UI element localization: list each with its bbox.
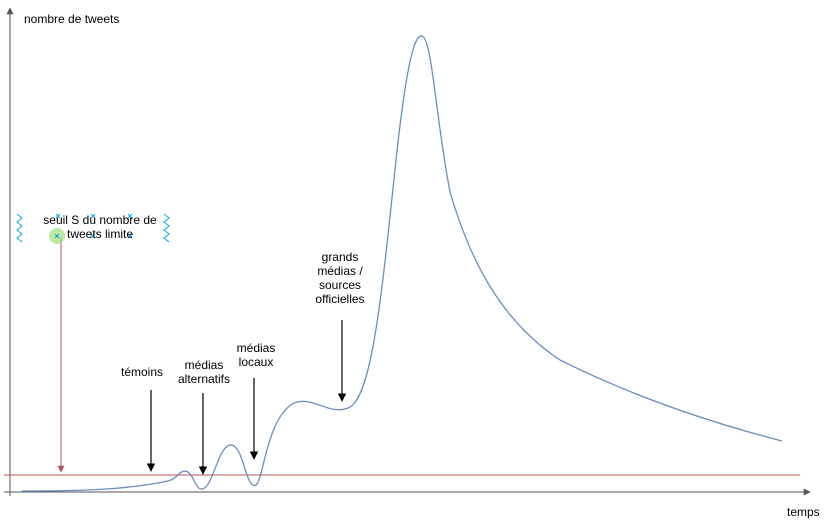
- threshold-label[interactable]: seuil S du nombre de tweets limite: [43, 213, 157, 241]
- x-axis-title: temps: [787, 505, 820, 519]
- y-axis-title: nombre de tweets: [24, 12, 120, 26]
- annotation-alternative-media[interactable]: médias alternatifs: [177, 358, 231, 386]
- connection-point-x: [54, 233, 60, 239]
- annotation-major-media[interactable]: grands médias / sources officielles: [315, 250, 365, 306]
- annotation-witness[interactable]: témoins: [120, 365, 164, 379]
- tweet-volume-curve[interactable]: [21, 35, 783, 492]
- annotation-local-media[interactable]: médias locaux: [236, 341, 276, 369]
- selection-handles[interactable]: [16, 213, 170, 243]
